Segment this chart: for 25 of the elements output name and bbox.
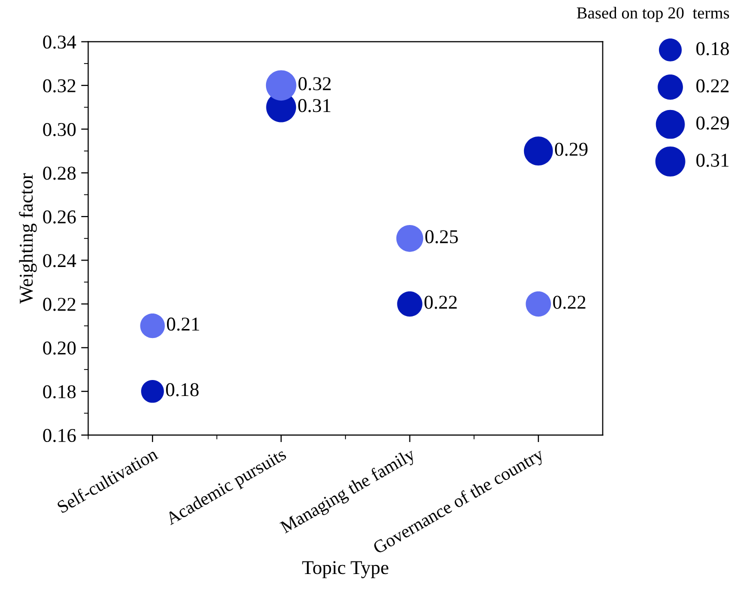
y-tick-label: 0.32 [43, 79, 76, 92]
data-label: 0.32 [298, 77, 331, 90]
legend-label: 0.31 [696, 154, 728, 167]
x-axis-title: Topic Type [302, 561, 388, 578]
legend-title: Based on top 20 terms [576, 6, 730, 22]
y-tick-label: 0.24 [43, 254, 76, 268]
y-axis-title: Weighting factor [18, 173, 37, 304]
data-label: 0.31 [298, 99, 330, 112]
data-label: 0.21 [166, 318, 200, 331]
y-tick-label: 0.16 [43, 428, 76, 442]
y-tick-label: 0.30 [43, 122, 76, 136]
y-tick-label: 0.22 [43, 298, 76, 311]
data-label: 0.22 [553, 296, 586, 309]
y-tick-label: 0.34 [43, 36, 76, 49]
legend-label: 0.29 [696, 116, 729, 130]
legend-label: 0.18 [696, 42, 729, 56]
y-tick-label: 0.26 [43, 210, 76, 224]
y-tick-label: 0.18 [43, 385, 76, 398]
data-label: 0.29 [555, 142, 588, 156]
y-tick-label: 0.20 [43, 341, 76, 355]
y-tick-label: 0.28 [43, 166, 76, 180]
legend-label: 0.22 [696, 79, 729, 93]
data-label: 0.25 [425, 230, 458, 244]
data-label: 0.22 [424, 296, 457, 309]
data-label: 0.18 [166, 383, 199, 396]
